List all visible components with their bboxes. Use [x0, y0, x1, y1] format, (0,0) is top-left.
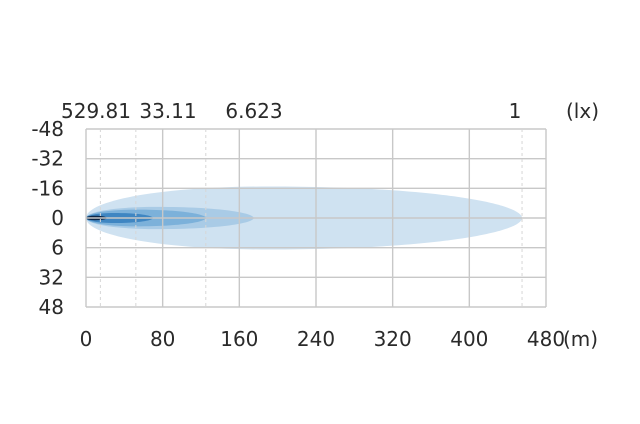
lux-labels: 529.81 33.11 6.623 1	[61, 99, 521, 123]
grid	[85, 128, 547, 308]
lux-unit-label: (lx)	[566, 99, 599, 123]
lux-label-0: 529.81	[61, 99, 131, 123]
lux-label-1: 33.11	[139, 99, 196, 123]
x-axis-ticks: 0 80 160 240 320 400 480	[80, 327, 565, 351]
lux-label-3: 1	[509, 99, 522, 123]
x-tick-label: 240	[297, 327, 335, 351]
y-tick-label: -48	[31, 117, 64, 141]
x-unit-label: (m)	[563, 327, 598, 351]
y-tick-label: 48	[39, 295, 64, 319]
y-tick-label: 6	[51, 236, 64, 260]
x-tick-label: 0	[80, 327, 93, 351]
x-tick-label: 400	[450, 327, 488, 351]
x-tick-label: 320	[374, 327, 412, 351]
x-tick-label: 80	[150, 327, 175, 351]
y-axis-ticks: -48 -32 -16 0 6 32 48	[31, 117, 64, 319]
y-tick-label: -32	[31, 147, 64, 171]
y-tick-label: -16	[31, 176, 64, 200]
y-tick-label: 0	[51, 206, 64, 230]
x-tick-label: 160	[220, 327, 258, 351]
x-tick-label: 480	[527, 327, 565, 351]
lux-label-2: 6.623	[225, 99, 282, 123]
y-tick-label: 32	[39, 265, 64, 289]
